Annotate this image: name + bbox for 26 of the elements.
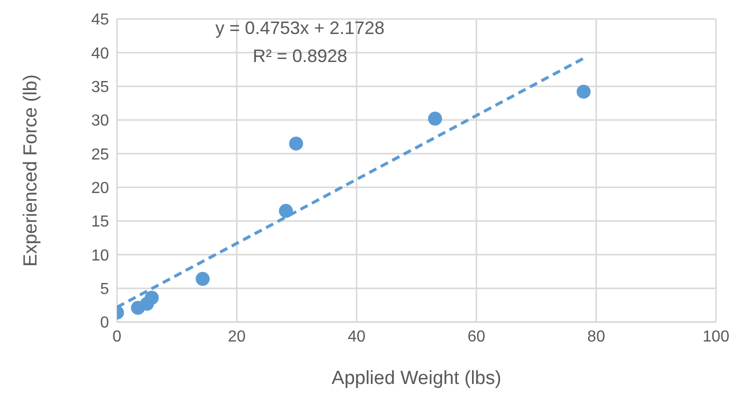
point [196, 272, 210, 286]
y-tick-label: 25 [91, 146, 110, 164]
y-axis-title: Experienced Force (lb) [20, 74, 42, 267]
point [289, 136, 304, 151]
y-tick-label: 20 [91, 180, 110, 198]
point [278, 204, 293, 218]
annotation: y = 0.4753x + 2.1728 [214, 18, 386, 39]
point [576, 84, 591, 99]
x-tick-label: 60 [468, 328, 486, 346]
point [428, 112, 442, 126]
annotation: R² = 0.8928 [252, 46, 348, 67]
x-tick-label: 0 [112, 328, 122, 346]
x-tick-label: 80 [587, 328, 606, 346]
x-tick-label: 40 [348, 328, 366, 346]
y-tick-label: 5 [100, 281, 110, 298]
x-tick-label: 20 [228, 328, 246, 346]
y-tick-label: 45 [91, 12, 110, 29]
point [144, 290, 159, 305]
x-axis-title: Applied Weight (lbs) [332, 368, 502, 389]
y-tick-label: 35 [91, 79, 110, 96]
x-tick-label: 100 [702, 328, 730, 346]
y-tick-label: 40 [91, 45, 110, 62]
y-tick-label: 30 [91, 112, 110, 130]
y-tick-label: 15 [91, 214, 110, 231]
y-tick-label: 10 [91, 247, 110, 264]
y-tick-label: 0 [100, 314, 110, 332]
